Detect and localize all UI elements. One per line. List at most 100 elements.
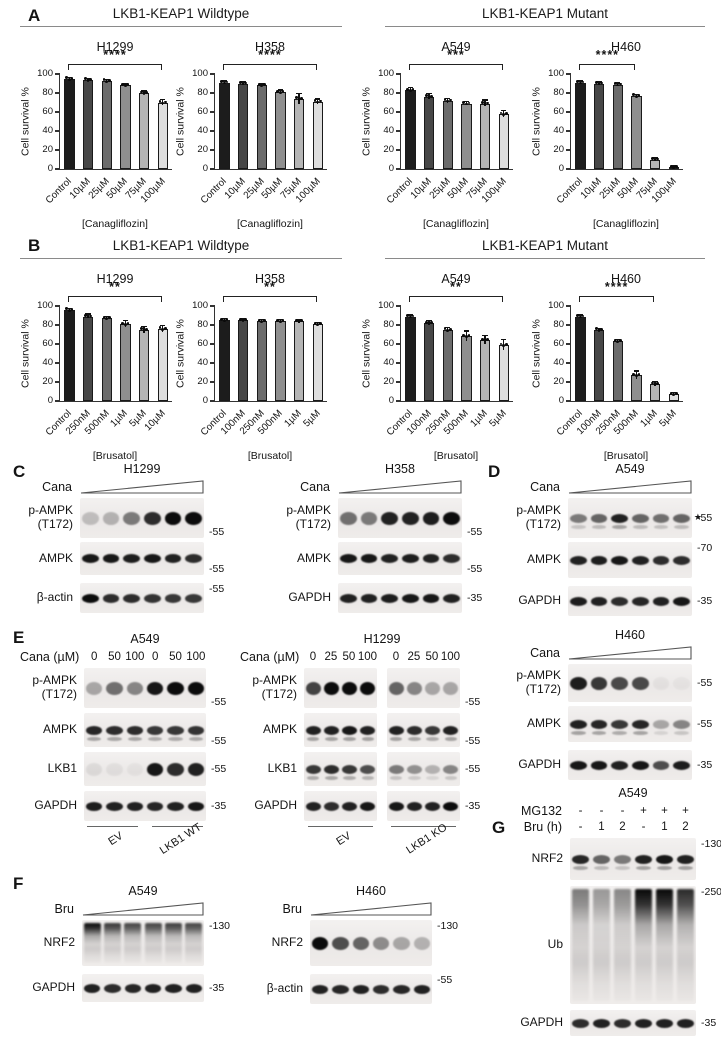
error-bar-cap [444,326,451,328]
error-bar-cap [221,80,228,82]
bar [256,321,267,401]
protein-band [102,554,120,563]
protein-band-secondary [325,736,338,741]
protein-label: AMPK [20,713,84,747]
protein-band [187,725,205,735]
y-tick [210,362,215,364]
data-point [637,93,641,97]
mw-marker: -250 [696,886,721,1004]
protein-band [631,596,649,606]
blot-box [568,750,692,780]
group-footer: EV LKB1 WT [84,821,206,857]
blot-row: p-AMPK (T172) -55 [286,498,494,538]
data-point [597,328,601,332]
bar [631,95,642,169]
mw-marker: -55 [206,668,236,708]
protein-band [360,801,376,811]
mw-marker-text: -35 [209,982,225,994]
chart-title: H1299 [96,272,134,286]
group-label: LKB1 WT [157,821,204,858]
data-point [140,90,143,94]
lane-value: 50 [425,651,439,663]
protein-band [323,764,339,774]
protein-band [406,725,422,735]
data-point [70,76,74,80]
data-point [241,82,245,86]
error-bar-cap [122,83,129,85]
lane-value: 1 [661,821,668,833]
group-underline [391,826,456,828]
data-point [278,320,282,323]
divider-line [20,26,342,28]
protein-band [425,681,441,695]
dose-ramp-icon [338,480,462,494]
error-bar-cap [633,93,640,95]
lane-value: 100 [357,651,377,663]
mw-marker-text: -55 [209,526,225,538]
blot-row: AMPK -70 [516,542,721,578]
error-bar-cap [240,318,246,320]
data-point [427,322,431,325]
protein-band [443,593,461,603]
y-tick-label: 40 [197,357,208,368]
protein-band [83,983,101,993]
lane-boxes [570,886,696,1004]
bar [312,324,323,401]
y-tick-label: 100 [37,68,53,79]
y-tick [55,305,60,307]
protein-band [305,801,321,811]
blot-box [304,752,377,786]
y-tick [566,400,571,402]
data-point [446,328,450,332]
data-point [430,321,433,324]
protein-band [381,554,399,563]
data-point [105,317,109,321]
protein-band [185,983,203,993]
protein-band [569,760,587,770]
blot-title: A549 [615,462,645,476]
data-point [406,314,410,317]
y-tick-label: 40 [42,125,53,136]
data-point [656,157,659,161]
significance-bracket [579,64,636,70]
protein-band [388,764,404,774]
y-tick [55,168,60,170]
protein-band [146,801,164,811]
protein-label: LKB1 [20,752,84,786]
y-tick-label: 0 [202,395,208,406]
data-point [67,77,71,81]
protein-band-secondary [426,736,439,741]
bar [312,101,323,169]
protein-band [569,719,587,729]
lane-group: 0 50 100 0 50 100 [84,651,206,663]
mw-marker-text: -250 [701,886,721,898]
mw-marker: -55 [460,713,490,747]
sample-group: EV [304,824,377,848]
mw-marker: -130 [696,838,721,880]
error-bar-cap [296,318,302,320]
data-point [313,321,317,325]
treatment-header: Bru (h) - 1 2 - 1 2 [510,820,721,834]
protein-band [611,719,629,729]
data-point [220,317,224,321]
bar [649,383,661,401]
protein-band-secondary [444,775,458,780]
bar [275,321,286,401]
protein-band [381,511,399,525]
data-point [408,315,412,319]
protein-band [126,762,144,776]
blot-box [310,974,432,1004]
blot-box [310,920,432,966]
protein-band [102,593,120,603]
data-point [600,327,603,331]
protein-band [569,513,587,523]
protein-band [590,719,608,729]
data-point [443,327,447,331]
y-tick [210,73,215,75]
treatment-label: Bru (h) [523,820,562,834]
blot-box: ★ [568,498,702,538]
plot-area: 0 20 40 60 80 100 [37,300,172,406]
protein-label: AMPK [28,542,80,575]
error-bar-cap [614,82,621,84]
